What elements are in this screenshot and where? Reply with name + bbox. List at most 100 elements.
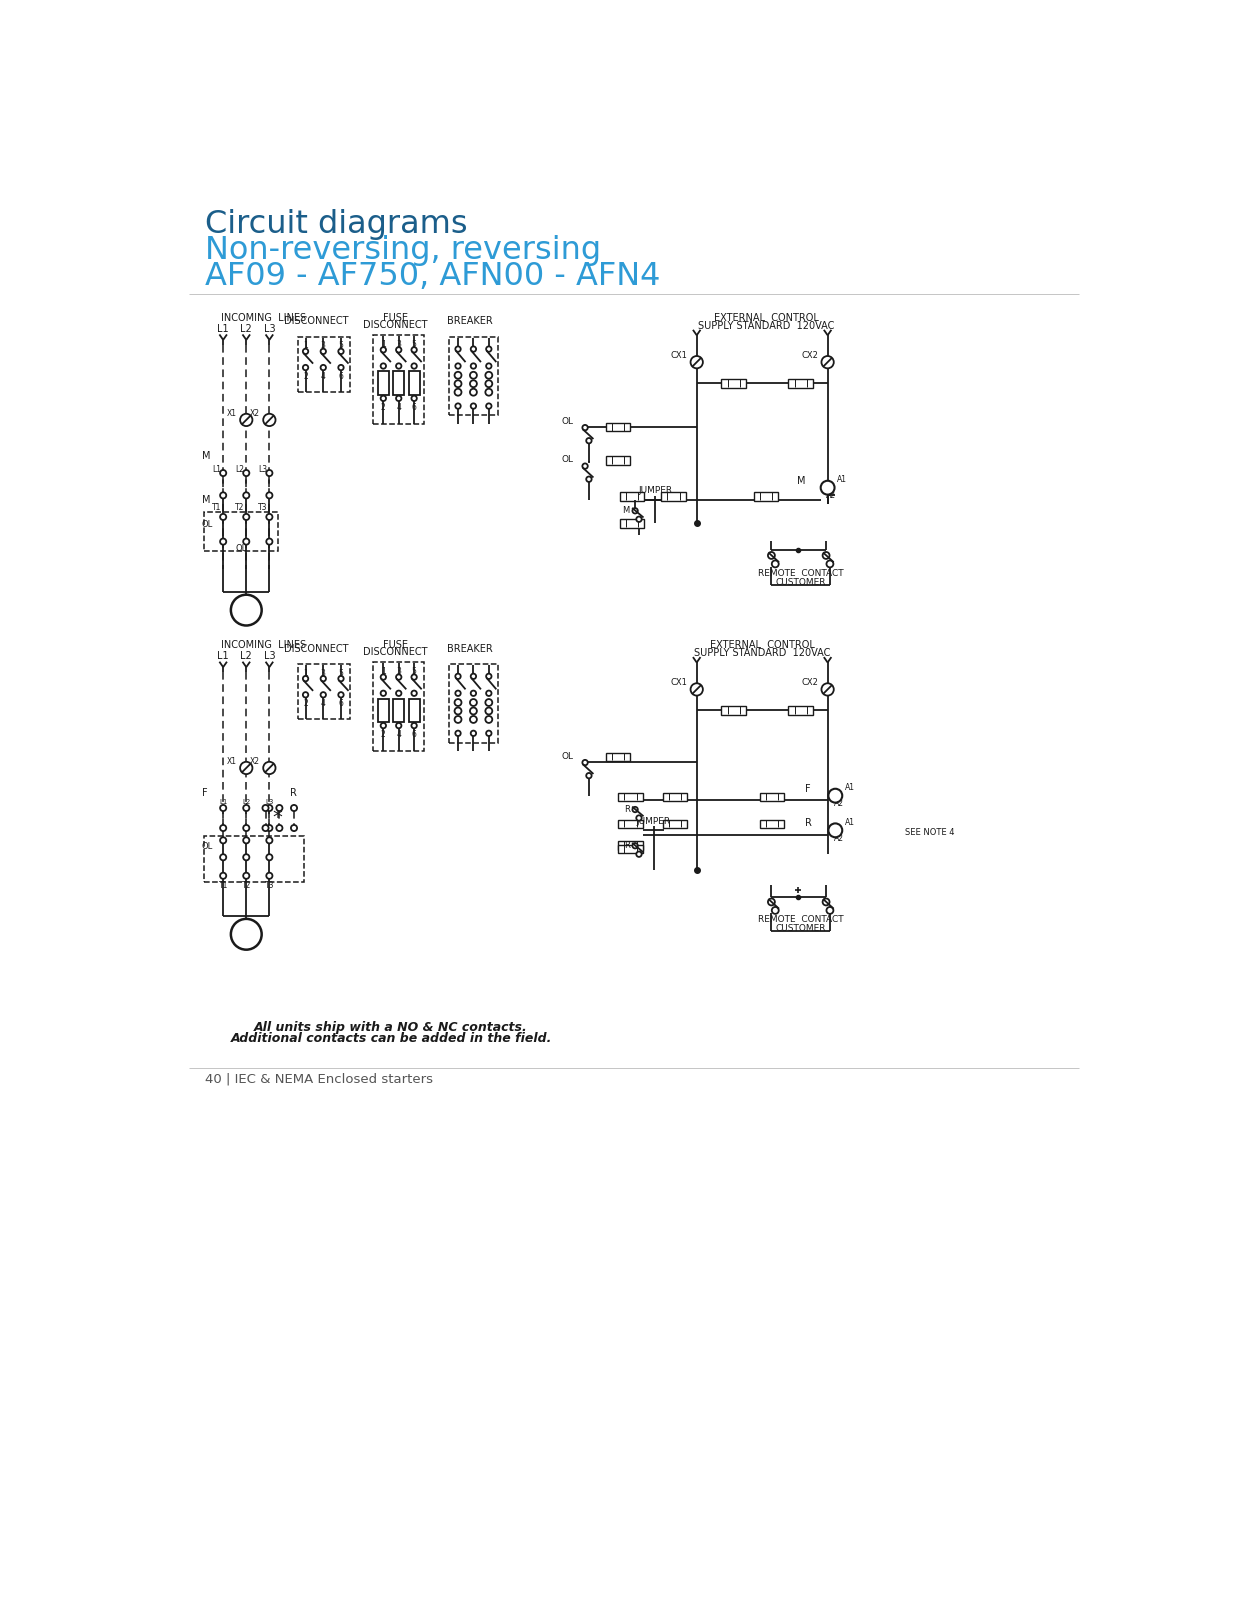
Circle shape — [486, 346, 491, 352]
Circle shape — [244, 805, 250, 811]
Circle shape — [486, 691, 491, 696]
Circle shape — [471, 346, 476, 352]
Text: T1: T1 — [213, 502, 221, 512]
Circle shape — [636, 517, 642, 522]
Text: T3: T3 — [265, 880, 275, 890]
Circle shape — [586, 773, 591, 778]
Circle shape — [485, 715, 492, 723]
Circle shape — [396, 675, 402, 680]
Bar — [379, 699, 388, 722]
Circle shape — [244, 493, 250, 499]
Text: 6: 6 — [339, 699, 344, 707]
Text: REMOTE  CONTACT: REMOTE CONTACT — [758, 915, 844, 925]
Circle shape — [244, 837, 250, 843]
Text: A1: A1 — [845, 818, 855, 827]
Bar — [788, 379, 813, 387]
Circle shape — [823, 899, 830, 906]
Circle shape — [690, 683, 703, 696]
Circle shape — [470, 381, 477, 387]
Text: BREAKER: BREAKER — [447, 643, 492, 654]
Circle shape — [485, 389, 492, 395]
Circle shape — [412, 675, 417, 680]
Bar — [408, 371, 419, 395]
Circle shape — [263, 414, 276, 426]
Circle shape — [454, 389, 461, 395]
Circle shape — [583, 464, 588, 469]
Circle shape — [768, 552, 774, 558]
Circle shape — [471, 674, 476, 678]
Text: 1: 1 — [303, 341, 308, 350]
Circle shape — [820, 480, 835, 494]
Circle shape — [412, 347, 417, 352]
Text: 4: 4 — [396, 403, 401, 413]
Circle shape — [220, 493, 226, 499]
Text: OL: OL — [235, 544, 246, 554]
Text: 5: 5 — [339, 341, 344, 350]
Circle shape — [381, 691, 386, 696]
Circle shape — [244, 826, 250, 830]
Circle shape — [470, 371, 477, 379]
Text: 1: 1 — [381, 667, 386, 677]
Text: A2: A2 — [826, 491, 836, 499]
Text: CX2: CX2 — [802, 678, 819, 686]
Circle shape — [220, 805, 226, 811]
Circle shape — [455, 731, 460, 736]
Bar — [408, 699, 419, 722]
Circle shape — [244, 872, 250, 878]
Circle shape — [244, 514, 250, 520]
Text: All units ship with a NO & NC contacts.: All units ship with a NO & NC contacts. — [254, 1021, 528, 1034]
Circle shape — [266, 493, 272, 499]
Text: CX2: CX2 — [802, 350, 819, 360]
Circle shape — [823, 552, 830, 558]
Text: OL: OL — [202, 842, 213, 851]
Text: L2: L2 — [236, 464, 245, 474]
Circle shape — [244, 470, 250, 477]
Circle shape — [829, 789, 842, 803]
Circle shape — [455, 363, 460, 368]
Text: A1: A1 — [845, 784, 855, 792]
Circle shape — [636, 851, 642, 858]
Circle shape — [485, 381, 492, 387]
Circle shape — [381, 347, 386, 352]
Text: *: * — [272, 808, 282, 827]
Circle shape — [381, 723, 386, 728]
Text: 3: 3 — [396, 339, 401, 349]
Text: MOTOR: MOTOR — [233, 606, 261, 614]
Text: M: M — [622, 506, 630, 515]
Circle shape — [263, 762, 276, 774]
Circle shape — [291, 826, 297, 830]
Circle shape — [338, 365, 344, 370]
Text: REMOTE  CONTACT: REMOTE CONTACT — [758, 568, 844, 578]
Text: X1: X1 — [228, 757, 238, 766]
Circle shape — [486, 403, 491, 408]
Circle shape — [266, 837, 272, 843]
Circle shape — [632, 843, 638, 848]
Bar — [753, 493, 778, 501]
Circle shape — [412, 395, 417, 402]
Text: FUSE: FUSE — [383, 312, 408, 323]
Text: L3: L3 — [265, 798, 273, 805]
Circle shape — [485, 371, 492, 379]
Text: M: M — [797, 475, 805, 486]
Circle shape — [220, 854, 226, 861]
Text: BREAKER: BREAKER — [447, 317, 492, 326]
Circle shape — [266, 805, 272, 811]
Text: 4: 4 — [320, 699, 325, 707]
Text: 5: 5 — [412, 667, 417, 677]
Text: INCOMING  LINES: INCOMING LINES — [221, 640, 306, 650]
Circle shape — [262, 805, 268, 811]
Text: L1: L1 — [219, 798, 228, 805]
Text: Non-reversing, reversing: Non-reversing, reversing — [205, 235, 601, 266]
Bar — [606, 456, 631, 464]
Circle shape — [826, 907, 834, 914]
Text: X2: X2 — [250, 757, 260, 766]
Bar — [620, 493, 644, 501]
Text: OL: OL — [202, 520, 213, 530]
Circle shape — [381, 363, 386, 368]
Text: 6: 6 — [339, 371, 344, 381]
Circle shape — [470, 699, 477, 706]
Bar — [606, 422, 631, 432]
Circle shape — [455, 403, 460, 408]
Text: R: R — [623, 805, 630, 814]
Text: M: M — [202, 451, 210, 461]
